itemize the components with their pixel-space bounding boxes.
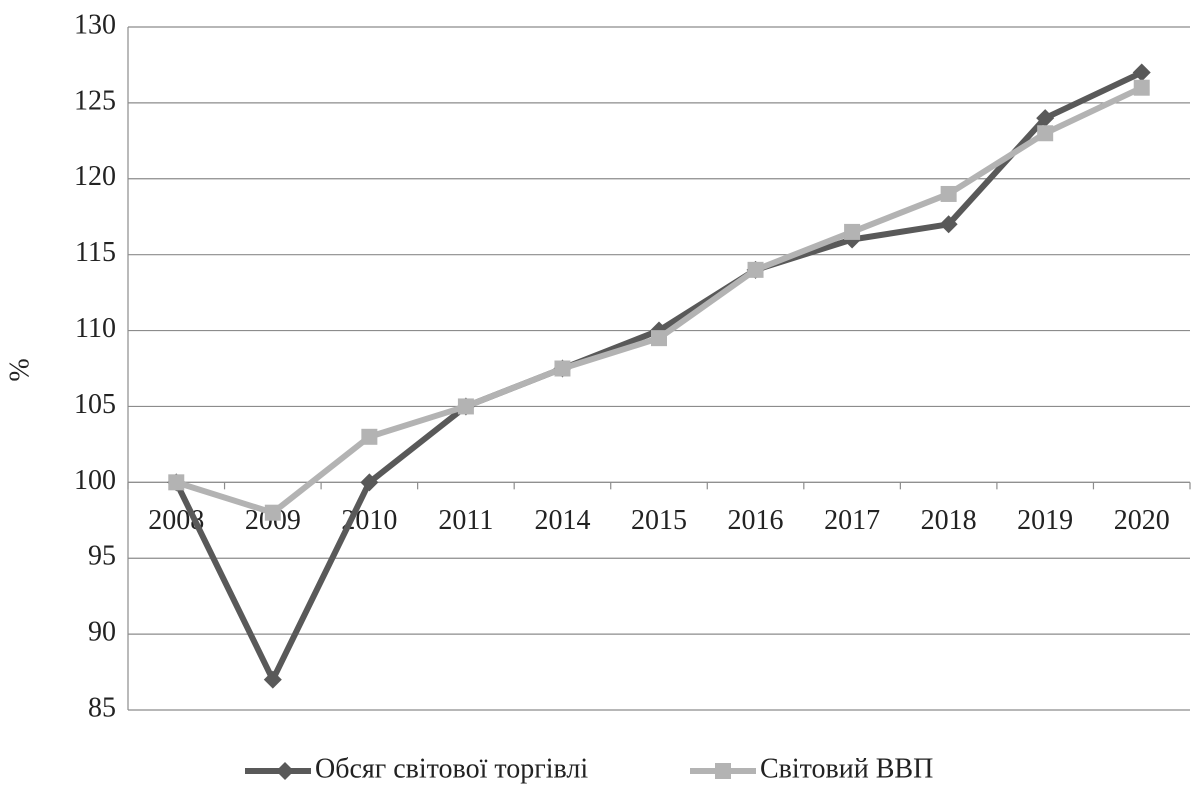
x-tick-label: 2017 [824, 505, 880, 536]
x-tick-label: 2019 [1017, 505, 1073, 536]
data-point [1132, 63, 1151, 82]
data-point [1037, 125, 1054, 142]
data-point [940, 185, 957, 202]
y-tick-label: 115 [75, 237, 116, 268]
data-point [747, 261, 764, 278]
data-point [844, 223, 861, 240]
y-axis-label: % [4, 358, 35, 381]
data-point [939, 215, 958, 234]
data-point [263, 670, 282, 689]
x-tick-label: 2020 [1114, 505, 1170, 536]
x-tick-label: 2018 [921, 505, 977, 536]
y-tick-label: 125 [74, 85, 116, 116]
series-line [175, 84, 1144, 516]
data-point [168, 474, 185, 491]
x-tick-label: 2014 [534, 505, 590, 536]
x-tick-label: 2011 [438, 505, 493, 536]
y-tick-label: 85 [88, 692, 116, 723]
y-tick-label: 120 [74, 161, 116, 192]
data-point [1036, 109, 1055, 128]
x-tick-label: 2016 [728, 505, 784, 536]
data-point [360, 473, 379, 492]
x-tick-label: 2015 [631, 505, 687, 536]
data-point [457, 398, 474, 415]
legend-label: Обсяг світової торгівлі [315, 753, 588, 784]
legend-marker [715, 763, 731, 779]
y-tick-label: 100 [74, 465, 116, 496]
legend-label: Світовий ВВП [760, 753, 933, 784]
y-tick-label: 110 [75, 313, 116, 344]
y-tick-label: 130 [74, 9, 116, 40]
y-tick-label: 105 [74, 389, 116, 420]
y-tick-label: 90 [88, 617, 116, 648]
legend-marker [276, 762, 294, 780]
data-point [554, 360, 571, 377]
data-point [264, 504, 281, 521]
data-point [361, 428, 378, 445]
data-point [1133, 79, 1150, 96]
data-point [651, 330, 667, 347]
y-tick-label: 95 [88, 541, 116, 572]
